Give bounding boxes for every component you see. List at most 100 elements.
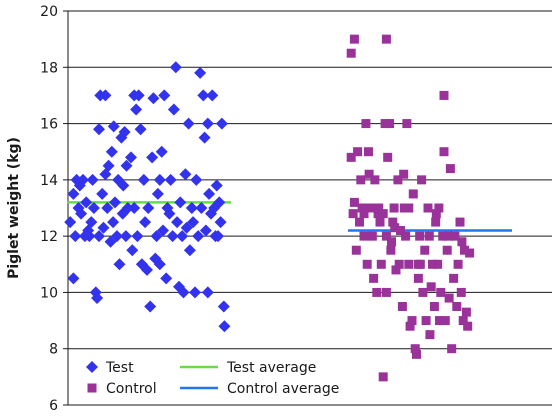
data-point-test: [109, 196, 121, 209]
data-point-test: [80, 196, 93, 209]
data-point-control: [389, 203, 399, 213]
data-point-control: [458, 316, 468, 326]
data-point-control: [431, 209, 441, 219]
legend-label-control: Control: [106, 381, 157, 397]
data-point-test: [72, 202, 85, 214]
data-point-control: [385, 119, 395, 129]
y-tick-label: 12: [40, 229, 58, 245]
data-point-control: [359, 231, 369, 241]
data-point-test: [86, 361, 98, 373]
legend-label-test: Test: [105, 360, 134, 376]
data-point-test: [120, 159, 133, 172]
data-point-test: [121, 202, 134, 214]
data-point-control: [356, 175, 366, 185]
data-point-control: [397, 302, 407, 311]
data-point-test: [160, 272, 173, 285]
data-point-control: [362, 259, 372, 269]
data-point-test: [128, 89, 141, 102]
data-point-test: [194, 66, 207, 79]
data-point-test: [155, 145, 168, 158]
data-point-control: [374, 203, 384, 213]
data-point-control: [349, 34, 359, 44]
y-tick-label: 20: [40, 4, 58, 20]
data-point-control: [364, 169, 374, 179]
data-point-test: [189, 286, 201, 299]
data-point-control: [449, 273, 459, 283]
data-point-test: [85, 216, 98, 229]
data-point-test: [69, 230, 82, 243]
data-point-test: [153, 173, 166, 186]
data-point-test: [117, 179, 130, 192]
data-point-control: [421, 316, 431, 326]
data-point-control: [381, 34, 391, 44]
data-point-control: [444, 293, 454, 303]
data-point-control: [455, 217, 465, 227]
data-point-test: [215, 117, 228, 130]
data-point-test: [218, 320, 231, 333]
data-point-test: [142, 202, 155, 214]
data-point-control: [359, 209, 369, 219]
data-point-test: [182, 117, 195, 130]
data-point-test: [183, 244, 196, 257]
average-lines: [67, 201, 512, 232]
data-point-test: [97, 221, 110, 234]
data-point-control: [439, 147, 449, 157]
data-point-control: [425, 330, 435, 340]
data-point-control: [415, 231, 425, 241]
data-point-test: [187, 216, 200, 229]
data-point-test: [107, 120, 120, 133]
y-tick-label: 8: [49, 342, 58, 358]
data-point-control: [413, 273, 423, 283]
data-point-control: [355, 217, 365, 227]
data-point-control: [434, 203, 444, 213]
data-point-test: [174, 196, 187, 209]
data-point-control: [353, 147, 363, 157]
data-point-control: [463, 321, 473, 331]
data-point-control: [411, 349, 421, 359]
data-point-test: [91, 292, 104, 305]
data-point-control: [346, 152, 356, 162]
data-point-test: [144, 300, 157, 313]
data-point-control: [426, 282, 436, 292]
data-point-control: [443, 231, 453, 241]
legend-label-test-average: Test average: [226, 360, 316, 376]
data-point-test: [99, 89, 112, 102]
data-point-control: [375, 217, 385, 227]
data-point-test: [113, 258, 126, 271]
data-point-control: [363, 147, 373, 157]
data-point-control: [431, 217, 441, 227]
data-point-control: [418, 287, 428, 297]
data-point-test: [131, 230, 144, 243]
data-point-control: [402, 119, 412, 129]
data-point-test: [164, 173, 177, 186]
data-point-test: [180, 221, 193, 234]
data-point-test: [206, 89, 219, 102]
data-point-control: [408, 189, 418, 199]
data-point-control: [438, 231, 448, 241]
data-point-control: [442, 245, 452, 255]
data-point-control: [388, 217, 398, 227]
data-point-test: [126, 244, 139, 257]
data-point-test: [119, 230, 132, 243]
data-point-control: [399, 169, 409, 179]
data-point-test: [177, 286, 190, 299]
data-point-control: [457, 237, 467, 247]
data-point-control: [415, 259, 425, 269]
data-point-control: [373, 209, 383, 219]
data-point-control: [450, 231, 460, 241]
y-tick-label: 10: [40, 285, 58, 301]
data-point-test: [128, 202, 141, 214]
data-point-test: [147, 92, 160, 105]
data-point-test: [141, 263, 153, 276]
data-point-control: [348, 209, 358, 219]
data-point-control: [404, 203, 414, 213]
data-point-test: [203, 187, 216, 200]
data-point-test: [77, 173, 89, 186]
data-point-control: [87, 383, 97, 393]
data-point-test: [137, 173, 150, 186]
data-point-test: [158, 89, 171, 102]
data-point-control: [367, 231, 377, 241]
data-point-test: [185, 202, 198, 214]
data-point-test: [104, 235, 117, 248]
